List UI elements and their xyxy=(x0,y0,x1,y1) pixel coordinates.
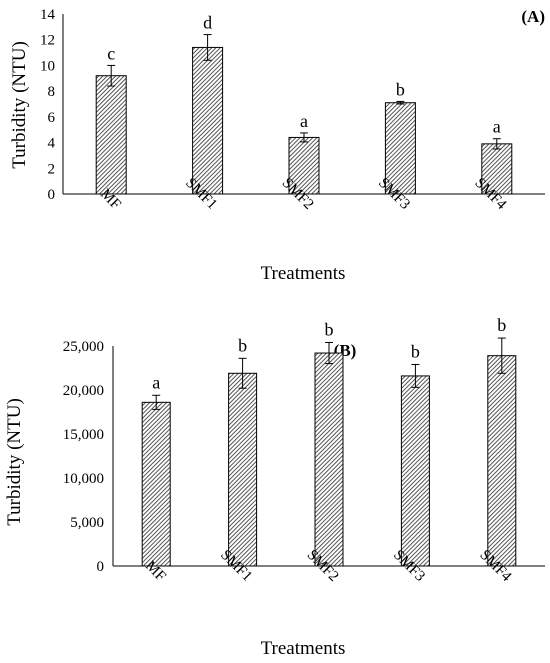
y-ticks-b: 0 5,000 10,000 15,000 20,000 25,000 xyxy=(63,339,104,575)
significance-label: b xyxy=(238,335,247,355)
bar xyxy=(95,75,127,195)
significance-label: b xyxy=(325,319,334,339)
panel-label-a: (A) xyxy=(521,7,545,26)
significance-label: b xyxy=(497,315,506,335)
y-axis-title-b: Turbidity (NTU) xyxy=(4,398,25,526)
bar xyxy=(141,401,171,567)
y-tick-label: 0 xyxy=(97,559,105,575)
y-tick-label: 5,000 xyxy=(70,515,104,531)
bar xyxy=(228,372,258,567)
bars-b: a b b b b xyxy=(141,315,517,567)
y-tick-label: 10 xyxy=(40,58,55,74)
bar xyxy=(487,355,517,567)
significance-label: a xyxy=(152,372,160,392)
significance-label: a xyxy=(300,111,308,131)
significance-label: b xyxy=(396,79,405,99)
significance-label: d xyxy=(203,13,212,33)
y-tick-label: 14 xyxy=(40,7,56,23)
y-tick-label: 0 xyxy=(48,187,56,203)
bars-a: c d a b a xyxy=(95,13,513,195)
y-tick-label: 15,000 xyxy=(63,427,104,443)
y-ticks-a: 0 2 4 6 8 10 12 14 xyxy=(40,7,56,203)
y-tick-label: 20,000 xyxy=(63,383,104,399)
y-tick-label: 25,000 xyxy=(63,339,104,355)
y-tick-label: 2 xyxy=(48,161,56,177)
y-tick-label: 10,000 xyxy=(63,471,104,487)
significance-label: c xyxy=(107,43,115,63)
y-tick-label: 4 xyxy=(48,136,56,152)
x-axis-title-a: Treatments xyxy=(261,263,346,284)
chart-panel-b: (B) Turbidity (NTU) Treatments 05,00010,… xyxy=(4,315,545,659)
y-tick-label: 6 xyxy=(48,110,56,126)
chart-panel-a: (A) Turbidity (NTU) Treatments 0 2 4 6 8 10 12… xyxy=(9,7,545,284)
y-tick-label: 12 xyxy=(40,33,55,49)
y-tick-label: 8 xyxy=(48,84,56,100)
bar xyxy=(192,46,224,195)
bar xyxy=(400,375,430,567)
y-axis-title-a: Turbidity (NTU) xyxy=(9,41,30,169)
x-axis-title-b: Treatments xyxy=(261,638,346,659)
bar xyxy=(314,352,344,567)
significance-label: a xyxy=(493,117,501,137)
significance-label: b xyxy=(411,341,420,361)
